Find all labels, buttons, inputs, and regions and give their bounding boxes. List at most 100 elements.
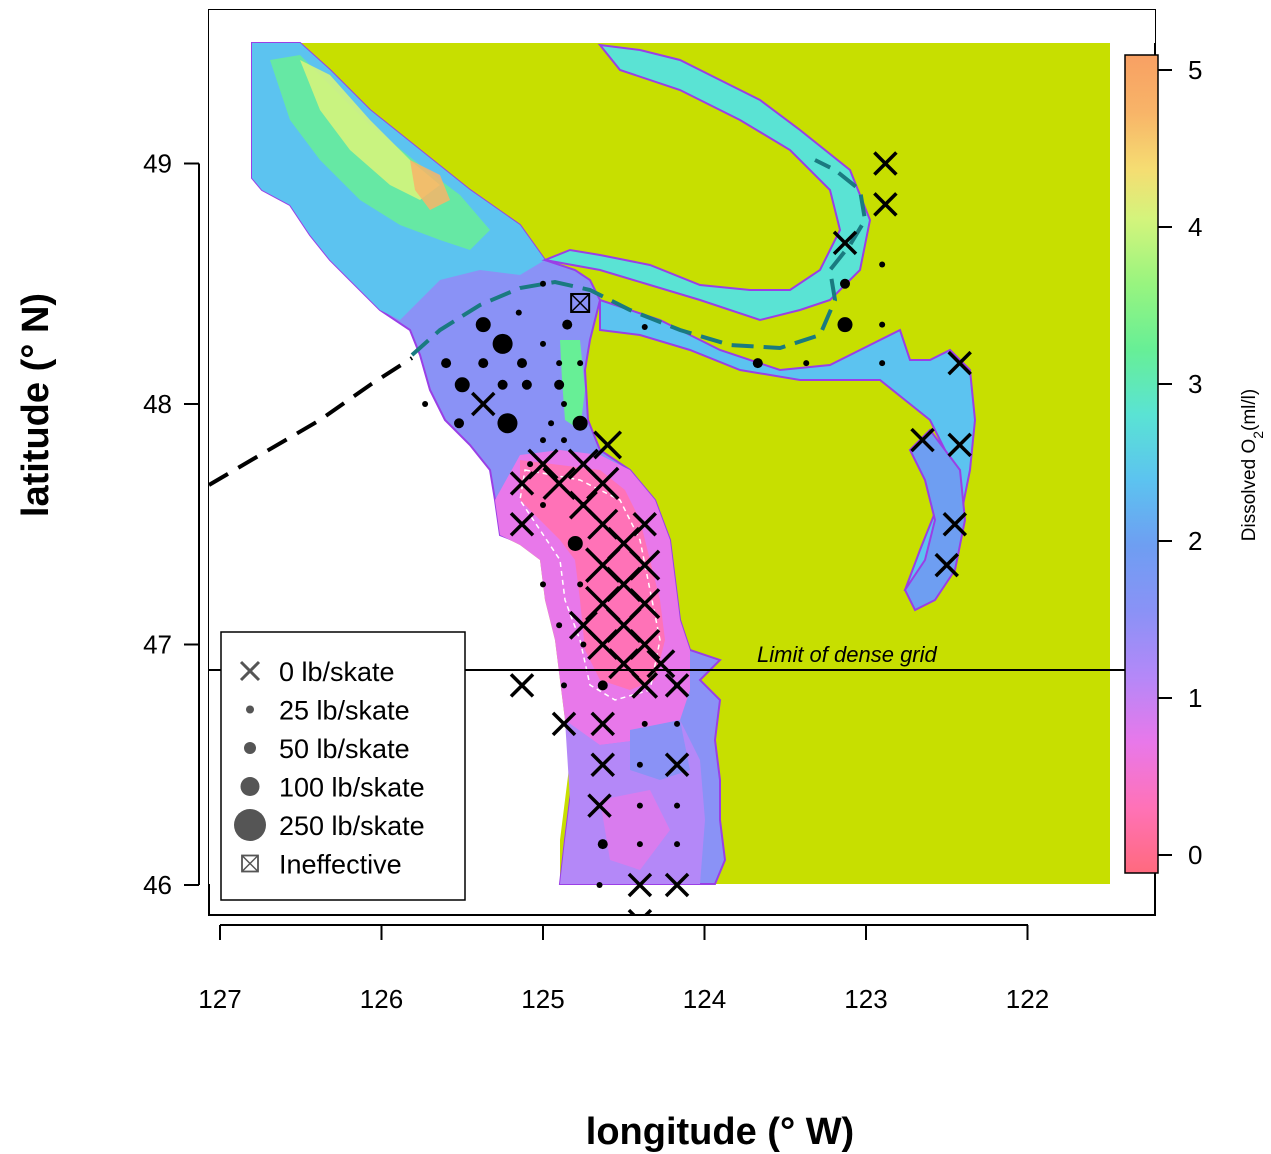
legend-item-2: 50 lb/skate bbox=[244, 734, 410, 764]
zero-catch-marker-30 bbox=[587, 793, 612, 818]
catch-point-39 bbox=[597, 839, 608, 850]
catch-point-3 bbox=[556, 360, 563, 367]
catch-point-49 bbox=[641, 324, 648, 331]
zero-catch-marker-39 bbox=[942, 512, 968, 537]
catch-point-30 bbox=[580, 641, 587, 648]
x-tick-label: 125 bbox=[521, 984, 564, 1014]
oxygen-contour-dashed bbox=[519, 469, 661, 701]
catch-point-14 bbox=[497, 413, 518, 434]
catch-point-31 bbox=[560, 682, 567, 689]
catch-point-36 bbox=[674, 802, 681, 809]
catch-point-20 bbox=[554, 379, 565, 390]
legend-item-4: 250 lb/skate bbox=[234, 809, 425, 841]
colorbar-tick-label: 3 bbox=[1188, 369, 1202, 399]
colorbar-tick-label: 0 bbox=[1188, 840, 1202, 870]
y-tick-label: 49 bbox=[143, 149, 172, 179]
legend-label: 25 lb/skate bbox=[279, 696, 410, 726]
catch-point-32 bbox=[597, 680, 608, 691]
catch-point-6 bbox=[492, 333, 513, 354]
legend-dot-icon bbox=[234, 809, 266, 841]
catch-point-46 bbox=[840, 278, 851, 289]
colorbar-tick-label: 1 bbox=[1188, 683, 1202, 713]
catch-point-42 bbox=[674, 720, 681, 727]
catch-point-28 bbox=[577, 581, 584, 588]
zero-catch-marker-26 bbox=[551, 711, 577, 737]
zero-catch-marker-29 bbox=[664, 752, 690, 777]
colorbar-title: Dissolved O2(ml/l) bbox=[1239, 389, 1266, 541]
catch-point-13 bbox=[515, 309, 522, 316]
catch-point-19 bbox=[560, 401, 567, 407]
legend-box bbox=[220, 631, 466, 901]
dense-grid-label: Limit of dense grid bbox=[757, 642, 938, 667]
legend-dot-icon bbox=[240, 777, 260, 796]
colorbar-gradient bbox=[1124, 54, 1159, 874]
catch-point-35 bbox=[636, 802, 643, 809]
catch-point-8 bbox=[497, 379, 508, 390]
catch-point-50 bbox=[879, 261, 886, 268]
catch-point-11 bbox=[540, 280, 546, 287]
legend-item-3: 100 lb/skate bbox=[240, 773, 425, 803]
zero-catch-marker-1 bbox=[593, 430, 623, 460]
x-tick-label: 123 bbox=[844, 984, 887, 1014]
y-tick-label: 46 bbox=[143, 870, 172, 900]
catch-point-18 bbox=[572, 415, 588, 431]
colorbar: 5 4 3 2 1 0 Dissolved O2(ml/l) bbox=[1124, 54, 1266, 874]
zero-catch-marker-35 bbox=[832, 230, 858, 256]
catch-point-23 bbox=[527, 461, 534, 468]
x-tick-label: 127 bbox=[198, 984, 241, 1014]
y-axis: 49 48 47 46 bbox=[143, 149, 200, 900]
oxygen-field-south-pink bbox=[600, 790, 670, 870]
catch-point-48 bbox=[879, 360, 886, 367]
x-tick-label: 122 bbox=[1006, 984, 1049, 1014]
catch-point-21 bbox=[540, 437, 546, 444]
x-tick-label: 124 bbox=[683, 984, 726, 1014]
legend-item-1: 25 lb/skate bbox=[246, 696, 410, 726]
catch-point-47 bbox=[879, 321, 886, 328]
catch-point-16 bbox=[422, 401, 429, 407]
catch-point-29 bbox=[556, 622, 563, 629]
channel-path-dashed bbox=[410, 158, 868, 357]
x-tick-label: 126 bbox=[360, 984, 403, 1014]
zero-catch-marker-5 bbox=[542, 466, 576, 501]
catch-point-40 bbox=[596, 882, 603, 888]
catch-point-34 bbox=[636, 761, 643, 768]
legend-box-x-icon bbox=[241, 854, 259, 873]
zero-catch-marker-24 bbox=[664, 673, 690, 698]
catch-point-44 bbox=[803, 360, 810, 367]
catch-point-17 bbox=[548, 420, 555, 427]
catch-point-1 bbox=[478, 358, 489, 369]
oxygen-field-yellow bbox=[300, 60, 440, 200]
y-tick-label: 48 bbox=[143, 389, 172, 419]
y-tick-label: 47 bbox=[143, 630, 172, 660]
legend: 0 lb/skate 25 lb/skate 50 lb/skate 100 lb/s… bbox=[220, 631, 466, 901]
zero-catch-marker-10 bbox=[509, 512, 535, 537]
zero-catch-marker-33 bbox=[873, 151, 898, 176]
catch-point-24 bbox=[540, 502, 546, 509]
legend-dot-icon bbox=[246, 705, 254, 714]
legend-item-5: Ineffective bbox=[241, 850, 402, 880]
zero-catch-marker-41 bbox=[627, 908, 653, 915]
catch-point-2 bbox=[517, 358, 528, 369]
catch-point-10 bbox=[540, 340, 546, 347]
x-axis: 127 126 125 124 123 122 bbox=[198, 924, 1049, 1014]
legend-dot-icon bbox=[244, 742, 256, 754]
zero-catch-marker-22 bbox=[646, 649, 676, 679]
catch-markers bbox=[422, 151, 972, 915]
zero-catch-marker-40 bbox=[934, 552, 959, 578]
zero-catch-marker-31 bbox=[627, 872, 653, 898]
ineffective-marker-0 bbox=[570, 292, 591, 313]
catch-point-15 bbox=[454, 418, 465, 429]
catch-point-33 bbox=[641, 720, 648, 727]
zero-catch-marker-27 bbox=[590, 711, 615, 737]
catch-point-5 bbox=[475, 317, 491, 333]
zero-catch-marker-32 bbox=[664, 872, 690, 898]
oxygen-field-strait bbox=[541, 43, 872, 322]
zero-catch-marker-4 bbox=[509, 471, 535, 496]
colorbar-tick-label: 5 bbox=[1188, 55, 1202, 85]
zero-catch-marker-0 bbox=[471, 391, 496, 417]
catch-point-38 bbox=[674, 841, 681, 848]
oxygen-field-orange bbox=[410, 160, 450, 210]
zero-catch-marker-23 bbox=[631, 672, 659, 699]
zero-catch-marker-37 bbox=[910, 427, 935, 453]
